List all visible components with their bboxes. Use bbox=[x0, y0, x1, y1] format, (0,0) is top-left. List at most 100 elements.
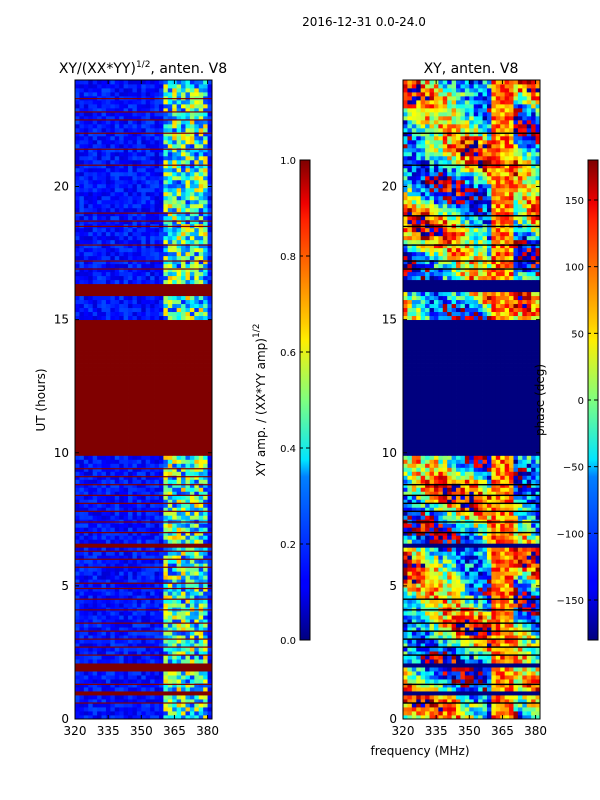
amp-cell bbox=[123, 103, 129, 109]
amp-cell bbox=[79, 187, 85, 193]
amp-cell bbox=[207, 263, 212, 269]
amp-cell bbox=[75, 347, 80, 352]
amp-cell bbox=[79, 367, 85, 372]
amp-cell bbox=[189, 531, 195, 536]
amp-cell bbox=[101, 391, 107, 396]
amp-cell bbox=[141, 671, 147, 676]
amp-cell bbox=[203, 183, 208, 189]
amp-cell bbox=[79, 80, 85, 85]
amp-cell bbox=[194, 431, 200, 436]
amp-cell bbox=[194, 623, 200, 628]
amp-cell bbox=[194, 359, 200, 364]
amp-cell bbox=[132, 171, 138, 177]
amp-cell bbox=[114, 119, 120, 125]
amp-cell bbox=[203, 643, 208, 648]
amp-cell bbox=[128, 403, 133, 408]
amp-cell bbox=[136, 695, 142, 700]
amp-cell bbox=[163, 671, 169, 676]
amp-cell bbox=[198, 479, 204, 484]
amp-cell bbox=[105, 363, 111, 368]
amp-cell bbox=[123, 559, 129, 564]
amp-cell bbox=[128, 579, 133, 584]
amp-cell bbox=[119, 147, 125, 153]
amp-cell bbox=[132, 699, 138, 704]
amp-cell bbox=[110, 667, 116, 672]
amp-cell bbox=[176, 627, 182, 632]
amp-cell bbox=[79, 635, 85, 640]
amp-cell bbox=[181, 527, 186, 532]
amp-cell bbox=[203, 695, 208, 700]
amp-cell bbox=[79, 351, 85, 356]
amp-cell bbox=[198, 183, 204, 189]
amp-cell bbox=[132, 479, 138, 484]
amp-cell bbox=[203, 203, 208, 209]
amp-cell bbox=[194, 595, 200, 600]
amp-cell bbox=[97, 403, 102, 408]
amp-cell bbox=[97, 623, 102, 628]
amp-cell bbox=[79, 471, 85, 476]
amp-cell bbox=[189, 351, 195, 356]
amp-cell bbox=[101, 139, 107, 145]
amp-cell bbox=[176, 415, 182, 420]
amp-cell bbox=[163, 587, 169, 592]
amp-cell bbox=[114, 387, 120, 392]
amp-cell bbox=[194, 411, 200, 416]
amp-cell bbox=[163, 431, 169, 436]
amp-cell bbox=[189, 631, 195, 636]
amp-cell bbox=[123, 251, 129, 257]
amp-cell bbox=[92, 263, 98, 269]
amp-cell bbox=[97, 643, 102, 648]
amp-cell bbox=[167, 471, 173, 476]
amp-cell bbox=[203, 495, 208, 500]
amp-cell bbox=[207, 371, 212, 376]
amp-cell bbox=[136, 503, 142, 508]
amp-cell bbox=[163, 87, 169, 93]
amp-cell bbox=[150, 395, 155, 400]
amp-cell bbox=[163, 107, 169, 113]
amp-cell bbox=[172, 531, 178, 536]
amp-cell bbox=[163, 167, 169, 173]
amp-cell bbox=[198, 179, 204, 185]
amp-cell bbox=[110, 647, 116, 652]
amp-cell bbox=[172, 239, 178, 245]
amp-cell bbox=[88, 239, 94, 245]
amp-cell bbox=[79, 275, 85, 281]
amp-cell bbox=[110, 255, 116, 261]
amp-cell bbox=[141, 387, 147, 392]
amp-cell bbox=[92, 311, 98, 317]
amp-cell bbox=[97, 367, 102, 372]
amp-cell bbox=[176, 199, 182, 205]
amp-cell bbox=[176, 247, 182, 253]
amp-cell bbox=[132, 219, 138, 225]
amp-cell bbox=[198, 311, 204, 317]
amp-cell bbox=[110, 171, 116, 177]
amp-cell bbox=[92, 175, 98, 181]
amp-cell bbox=[110, 511, 116, 516]
amp-cell bbox=[163, 80, 169, 85]
amp-cell bbox=[145, 475, 151, 480]
amp-cell bbox=[88, 703, 94, 708]
amp-cell bbox=[163, 623, 169, 628]
amp-cell bbox=[132, 247, 138, 253]
amp-cell bbox=[154, 499, 160, 504]
amp-cell bbox=[110, 443, 116, 448]
amp-cell bbox=[185, 427, 191, 432]
amp-cell bbox=[123, 703, 129, 708]
amp-cell bbox=[141, 315, 147, 321]
amp-cell bbox=[75, 567, 80, 572]
amp-cell bbox=[207, 587, 212, 592]
amp-cell bbox=[110, 615, 116, 620]
amp-cell bbox=[110, 663, 116, 668]
amp-cell bbox=[154, 143, 160, 149]
amp-cell bbox=[128, 387, 133, 392]
amp-cell bbox=[141, 123, 147, 129]
amp-cell bbox=[79, 139, 85, 145]
amp-cell bbox=[79, 407, 85, 412]
amp-cell bbox=[88, 115, 94, 121]
amp-cell bbox=[97, 659, 102, 664]
amp-cell bbox=[203, 667, 208, 672]
amp-cell bbox=[145, 635, 151, 640]
amp-cell bbox=[158, 439, 164, 444]
amp-cell bbox=[154, 227, 160, 233]
amp-cell bbox=[145, 235, 151, 241]
